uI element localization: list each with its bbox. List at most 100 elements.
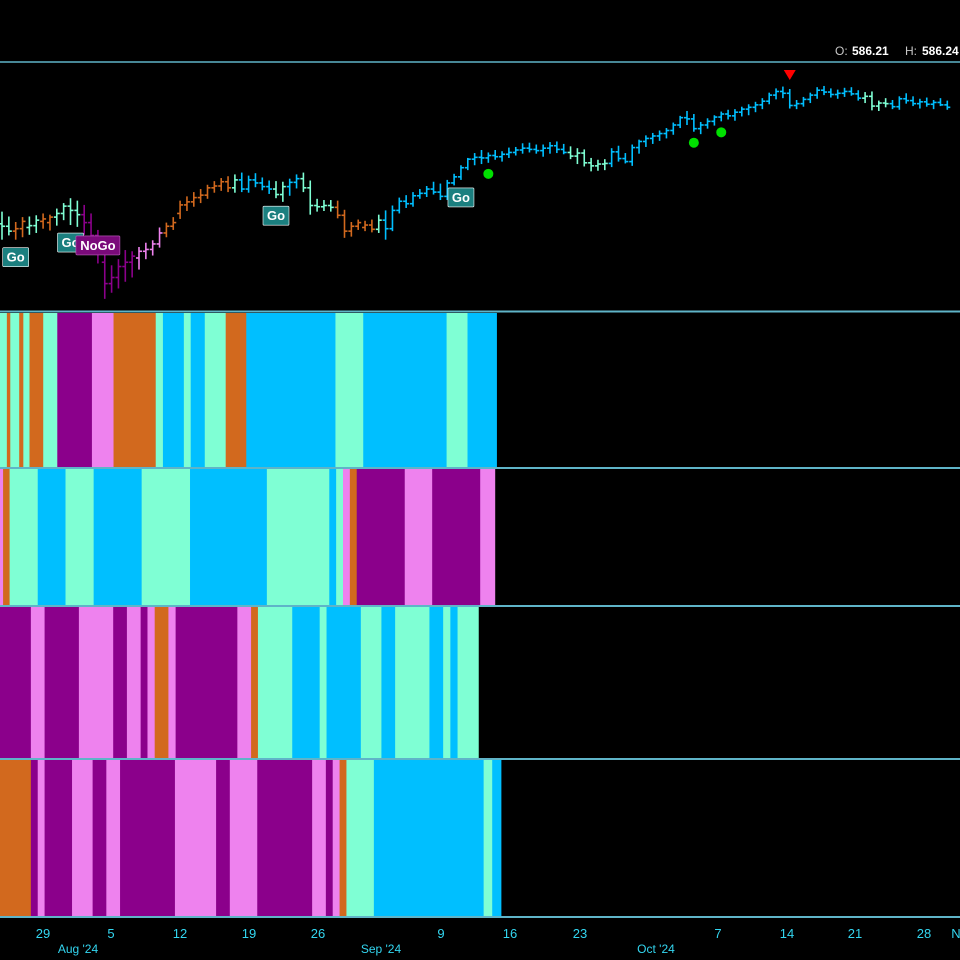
panel-segment bbox=[155, 313, 164, 467]
panel-segment bbox=[363, 313, 448, 467]
price-bar bbox=[218, 178, 225, 191]
price-bar bbox=[642, 135, 649, 147]
panel-segment bbox=[483, 760, 493, 916]
price-bar bbox=[800, 96, 807, 107]
price-bar bbox=[115, 259, 122, 289]
price-bar bbox=[177, 200, 184, 219]
panel-segment bbox=[0, 469, 4, 605]
x-tick-label: 19 bbox=[242, 926, 256, 941]
panel-segment bbox=[106, 760, 121, 916]
x-tick-label: 28 bbox=[917, 926, 931, 941]
price-bar bbox=[512, 146, 519, 156]
price-bar bbox=[752, 101, 759, 113]
go-trend-panel bbox=[0, 607, 479, 758]
price-bar bbox=[355, 219, 362, 230]
price-bar bbox=[773, 88, 780, 100]
panel-segment bbox=[78, 607, 114, 758]
price-bar bbox=[834, 89, 841, 99]
panel-segment bbox=[292, 607, 321, 758]
price-bar bbox=[12, 221, 19, 240]
price-bar bbox=[738, 106, 745, 117]
panel-segment bbox=[204, 313, 227, 467]
panel-segment bbox=[257, 760, 313, 916]
panel-segment bbox=[44, 760, 73, 916]
panel-segment bbox=[360, 607, 383, 758]
panel-segment bbox=[349, 469, 358, 605]
price-bar bbox=[204, 184, 211, 199]
price-bar bbox=[937, 98, 944, 107]
price-bar bbox=[684, 110, 690, 125]
panel-segment bbox=[57, 313, 93, 467]
price-bar bbox=[862, 92, 869, 104]
panel-segment bbox=[467, 313, 497, 467]
price-bar bbox=[690, 114, 697, 132]
panel-segment bbox=[113, 313, 157, 467]
panel-segment bbox=[147, 607, 156, 758]
panel-segment bbox=[29, 313, 44, 467]
go-trend-panels bbox=[0, 310, 960, 918]
price-bar bbox=[33, 215, 40, 233]
price-bar bbox=[499, 151, 506, 162]
price-bar bbox=[814, 87, 821, 99]
price-bar bbox=[547, 142, 553, 154]
price-bar bbox=[471, 153, 478, 166]
panel-segment bbox=[162, 313, 185, 467]
panel-segment bbox=[30, 760, 39, 916]
price-bar bbox=[396, 197, 403, 214]
panel-segment bbox=[325, 760, 334, 916]
price-bar bbox=[608, 148, 615, 168]
panel-segment bbox=[312, 760, 327, 916]
price-bar bbox=[444, 179, 451, 201]
price-bar bbox=[793, 99, 800, 110]
panel-segment bbox=[450, 607, 459, 758]
price-bar bbox=[533, 144, 540, 154]
panel-segment bbox=[0, 313, 8, 467]
price-bar bbox=[711, 115, 718, 126]
panel-segment bbox=[335, 313, 364, 467]
month-label: Sep '24 bbox=[361, 942, 402, 956]
price-bar bbox=[225, 176, 232, 193]
price-bar bbox=[697, 121, 704, 135]
price-bar bbox=[231, 174, 238, 193]
price-bar bbox=[848, 87, 855, 96]
panel-segment bbox=[43, 313, 58, 467]
price-bar bbox=[156, 227, 163, 248]
price-bar bbox=[910, 96, 917, 107]
price-bar bbox=[889, 99, 896, 110]
go-countertrend-dot bbox=[688, 137, 699, 148]
price-bar bbox=[389, 205, 396, 232]
price-bar bbox=[136, 247, 142, 270]
panel-segment bbox=[168, 607, 177, 758]
panel-segment bbox=[319, 607, 328, 758]
panel-segment bbox=[429, 607, 444, 758]
price-bar bbox=[300, 172, 307, 193]
price-bar bbox=[731, 109, 738, 121]
price-bar bbox=[574, 148, 581, 165]
price-bar bbox=[875, 100, 882, 111]
price-bar bbox=[601, 159, 608, 171]
x-tick-label: 14 bbox=[780, 926, 794, 941]
price-bar bbox=[807, 92, 814, 104]
price-bar bbox=[362, 220, 369, 232]
price-bar bbox=[238, 172, 245, 193]
panel-segment bbox=[141, 469, 191, 605]
price-bar bbox=[615, 145, 622, 162]
x-axis: 29 5 12 19 26 9 16 23 7 14 21 28 N Aug '24 Sep '24 Oct … bbox=[36, 926, 960, 956]
panel-segment bbox=[154, 607, 170, 758]
price-bar bbox=[766, 92, 773, 105]
panel-segment bbox=[336, 469, 344, 605]
panel-segment bbox=[174, 760, 217, 916]
go-trend-panel bbox=[0, 313, 497, 467]
panel-segment bbox=[343, 469, 351, 605]
price-bar bbox=[505, 147, 512, 158]
price-bar bbox=[341, 209, 348, 238]
price-bar bbox=[451, 173, 458, 186]
panel-segment bbox=[92, 760, 107, 916]
panel-segment bbox=[190, 469, 268, 605]
price-bar bbox=[101, 253, 108, 299]
price-bar bbox=[142, 242, 149, 260]
panel-segment bbox=[480, 469, 496, 605]
panel-segment bbox=[9, 469, 39, 605]
panel-segment bbox=[443, 607, 451, 758]
